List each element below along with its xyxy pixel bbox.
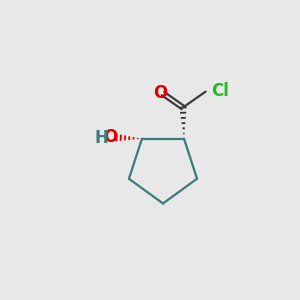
Text: H: H [94, 129, 108, 147]
Text: O: O [153, 84, 167, 102]
Text: O: O [103, 128, 118, 146]
Text: Cl: Cl [212, 82, 229, 100]
